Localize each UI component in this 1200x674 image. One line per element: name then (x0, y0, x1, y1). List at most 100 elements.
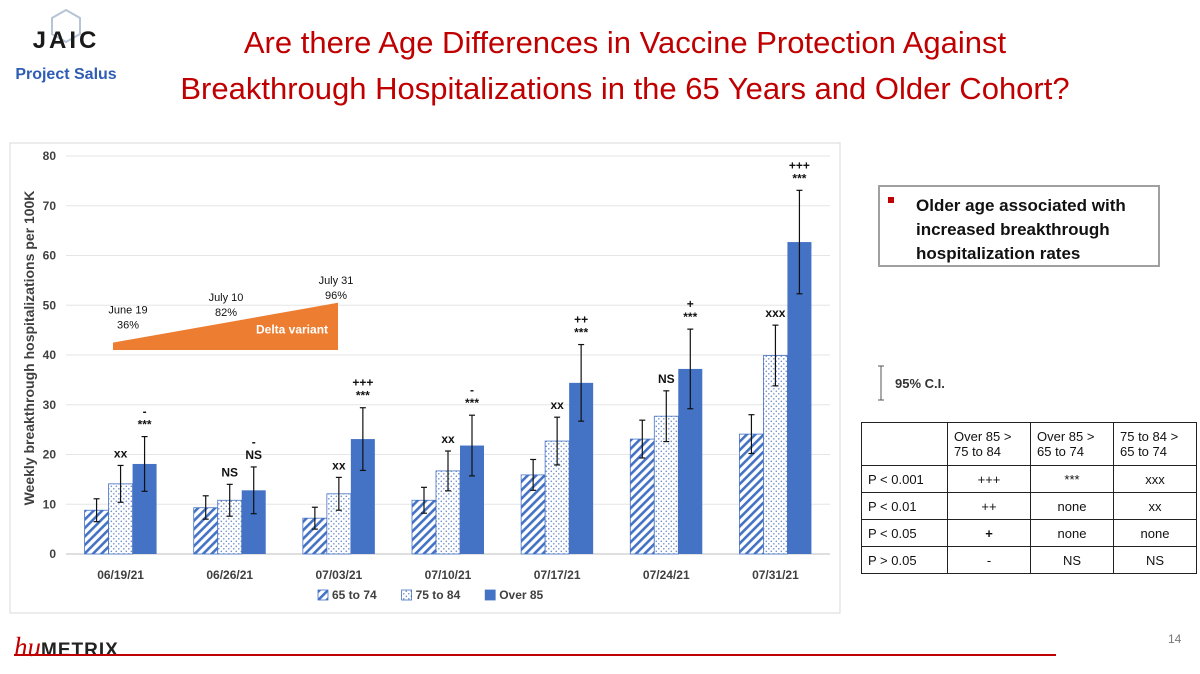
significance-label: xx (441, 432, 455, 446)
significance-label: xx (114, 446, 128, 460)
page-number: 14 (1168, 632, 1182, 646)
significance-label: xxx (765, 306, 785, 320)
error-bar-icon (878, 365, 884, 401)
delta-milestone-date: June 19 (108, 305, 147, 317)
x-tick-label: 07/24/21 (643, 568, 690, 582)
bar-75-to-84 (435, 470, 461, 555)
y-tick-label: 20 (43, 448, 57, 462)
table-cell: none (1113, 519, 1197, 547)
table-row: P > 0.05 - NS NS (861, 546, 1197, 574)
table-cell: none (1030, 519, 1114, 547)
significance-label: xx (550, 398, 564, 412)
table-cell: P > 0.05 (861, 546, 948, 574)
bars (84, 189, 812, 555)
x-tick-label: 07/17/21 (534, 568, 581, 582)
labels: 0 10 20 30 40 50 60 70 80 06/19/21 06/26/21 07/03/2… (43, 149, 810, 602)
significance-label: *** (356, 389, 370, 403)
table-row: P < 0.001 +++ *** xxx (861, 465, 1197, 493)
legend-swatch (401, 589, 413, 601)
significance-label: *** (138, 418, 152, 432)
key-finding-box: Older age associated with increased brea… (878, 185, 1160, 267)
y-tick-label: 80 (43, 149, 57, 163)
page-title-line-1: Are there Age Differences in Vaccine Pro… (243, 25, 1007, 60)
delta-milestone-percent: 82% (215, 307, 237, 319)
significance-label: - (143, 405, 147, 419)
significance-label: NS (245, 448, 262, 462)
table-cell: *** (1030, 465, 1114, 493)
table-cell: P < 0.01 (861, 492, 948, 520)
table-header-cell: Over 85 > 75 to 84 (947, 422, 1031, 466)
table-cell: ++ (947, 492, 1031, 520)
legend-swatch (317, 589, 329, 601)
table-cell: +++ (947, 465, 1031, 493)
table-row: P < 0.01 ++ none xx (861, 492, 1197, 520)
significance-label: *** (683, 310, 697, 324)
legend-label: 65 to 74 (332, 588, 377, 602)
bar-75-to-84 (544, 440, 570, 555)
delta-milestone-date: July 31 (319, 275, 354, 287)
table-cell: P < 0.001 (861, 465, 948, 493)
delta-milestone-percent: 36% (117, 320, 139, 332)
significance-label: xx (332, 458, 346, 472)
table-cell: NS (1030, 546, 1114, 574)
ci-legend: 95% C.I. (873, 362, 993, 406)
y-tick-label: 40 (43, 348, 57, 362)
significance-label: *** (574, 326, 588, 340)
jaic-logo-text: JAIC (33, 27, 100, 54)
bar-75-to-84 (763, 355, 788, 555)
page-title-line-2: Breakthrough Hospitalizations in the 65 … (180, 71, 1070, 106)
table-cell: NS (1113, 546, 1197, 574)
significance-label: +++ (352, 376, 373, 390)
x-tick-label: 06/26/21 (206, 568, 253, 582)
x-tick-label: 07/03/21 (315, 568, 362, 582)
table-header-row: Over 85 > 75 to 84 Over 85 > 65 to 74 75… (861, 422, 1197, 466)
x-tick-label: 07/31/21 (752, 568, 799, 582)
significance-label: ++ (574, 313, 588, 327)
y-tick-label: 0 (49, 547, 56, 561)
y-tick-label: 60 (43, 249, 57, 263)
significance-label: *** (792, 171, 806, 185)
significance-label: + (687, 297, 694, 311)
y-tick-label: 50 (43, 298, 57, 312)
table-cell: xx (1113, 492, 1197, 520)
jaic-logo-mark: JAIC (33, 8, 100, 54)
jaic-logo: JAIC Project Salus (10, 8, 120, 84)
table-cell: none (1030, 492, 1114, 520)
humetrix-logo-metrix: METRIX (41, 640, 119, 661)
significance-label: - (252, 435, 256, 449)
y-axis-title: Weekly breakthrough hospitalizations per… (21, 191, 37, 506)
delta-variant-shape (113, 302, 338, 351)
significance-label: NS (221, 465, 238, 479)
table-header-cell: 75 to 84 > 65 to 74 (1113, 422, 1197, 466)
page-title: Are there Age Differences in Vaccine Pro… (140, 20, 1110, 112)
bullet-icon (888, 197, 894, 203)
table-row: P < 0.05 + none none (861, 519, 1197, 547)
significance-label: - (470, 383, 474, 397)
y-tick-label: 10 (43, 497, 57, 511)
x-tick-label: 07/10/21 (425, 568, 472, 582)
table-cell: - (947, 546, 1031, 574)
ci-legend-label: 95% C.I. (895, 376, 945, 391)
x-tick-label: 06/19/21 (97, 568, 144, 582)
delta-variant-label: Delta variant (256, 323, 328, 337)
table-cell: + (947, 519, 1031, 547)
y-tick-label: 70 (43, 199, 57, 213)
significance-label: *** (465, 396, 479, 410)
significance-table: Over 85 > 75 to 84 Over 85 > 65 to 74 75… (861, 422, 1197, 574)
significance-label: NS (658, 372, 675, 386)
key-finding-text: Older age associated with increased brea… (916, 196, 1126, 263)
table-header-cell: Over 85 > 65 to 74 (1030, 422, 1114, 466)
footer-divider (14, 654, 1056, 656)
delta-milestone-percent: 96% (325, 290, 347, 302)
table-cell: xxx (1113, 465, 1197, 493)
legend-label: 75 to 84 (416, 588, 461, 602)
delta-milestone-date: July 10 (209, 292, 244, 304)
delta-variant-band: Delta variant June 19 36% July 10 82% July 31… (108, 275, 354, 351)
y-tick-label: 30 (43, 398, 57, 412)
humetrix-logo-hu: hu (14, 632, 41, 662)
humetrix-logo: huMETRIX (14, 632, 119, 662)
table-cell: P < 0.05 (861, 519, 948, 547)
table-header-cell (861, 422, 948, 466)
significance-label: +++ (789, 158, 810, 172)
legend-swatch (484, 589, 496, 601)
